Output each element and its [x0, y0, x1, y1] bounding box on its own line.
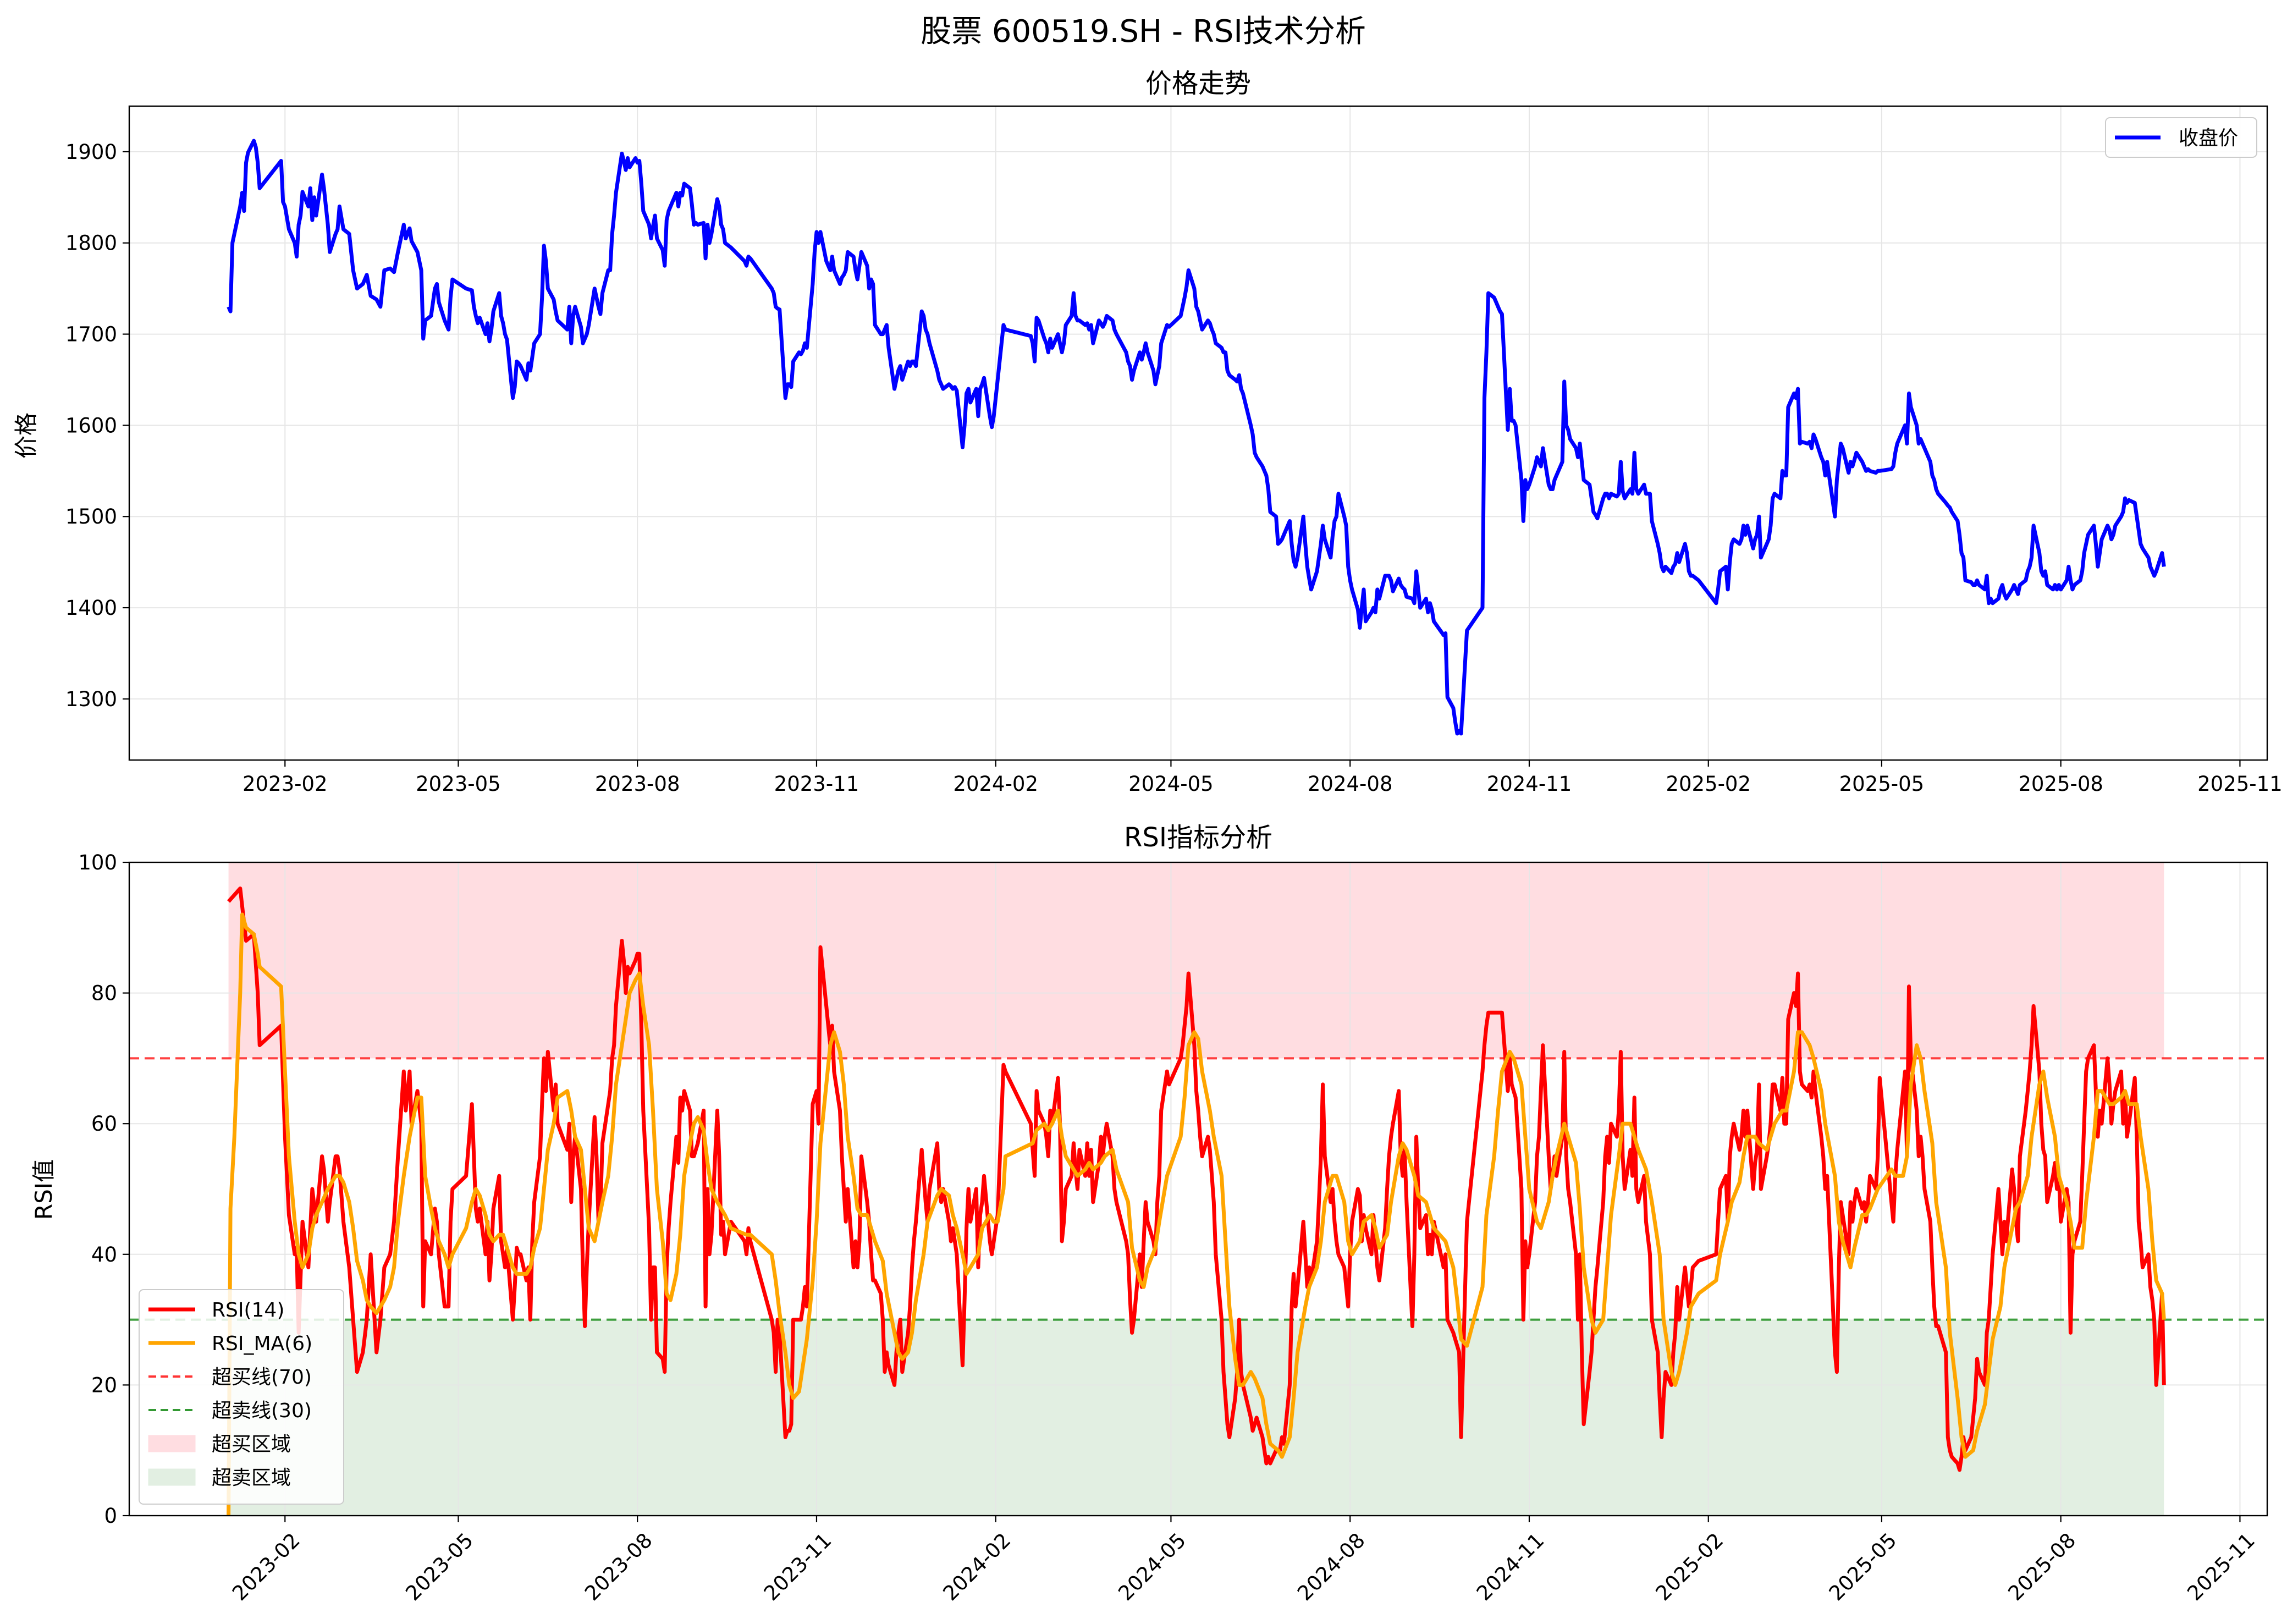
price-legend: 收盘价 [2105, 117, 2257, 158]
overbought-zone [228, 862, 2164, 1059]
rsi-x-tick-label: 2024-02 [939, 1528, 1016, 1605]
rsi-x-tick-label: 2024-11 [1472, 1528, 1549, 1605]
price-plot-frame [128, 105, 2268, 761]
price-y-axis-label: 价格 [13, 412, 40, 459]
rsi-legend-label: 超买线(70) [212, 1366, 312, 1389]
rsi-x-tick-label: 2025-11 [2183, 1528, 2260, 1605]
price-y-tick-label: 1900 [65, 140, 117, 164]
rsi-x-tick-label: 2025-08 [2004, 1528, 2081, 1605]
rsi-zones [228, 862, 2164, 1516]
rsi-legend-label: RSI_MA(6) [212, 1333, 312, 1355]
rsi-panel-title: RSI指标分析 [1124, 822, 1272, 853]
rsi-legend-label: 超卖线(30) [212, 1400, 312, 1422]
price-y-ticks: 1300 1400 1500 1600 1700 1800 1900 [65, 140, 129, 711]
rsi-plot-frame [128, 861, 2268, 1517]
rsi-legend-label: 超买区域 [212, 1433, 291, 1456]
rsi-x-tick-label: 2023-11 [759, 1528, 836, 1605]
price-x-tick-label: 2025-08 [2018, 772, 2103, 796]
oversold-zone [228, 1319, 2164, 1516]
rsi-legend-label: 超卖区域 [212, 1467, 291, 1489]
rsi-y-tick-label: 40 [91, 1243, 117, 1267]
rsi-y-tick-label: 60 [91, 1112, 117, 1136]
price-x-tick-label: 2025-02 [1666, 772, 1751, 796]
rsi-y-tick-label: 80 [91, 982, 117, 1005]
price-x-tick-label: 2024-08 [1308, 772, 1393, 796]
price-line [227, 139, 2166, 736]
price-x-tick-label: 2025-11 [2197, 772, 2283, 796]
price-panel-title: 价格走势 [1145, 68, 1251, 99]
price-y-tick-label: 1700 [65, 323, 117, 346]
price-x-tick-label: 2024-05 [1128, 772, 1214, 796]
price-grid [129, 106, 2267, 760]
price-legend-box [2105, 117, 2257, 158]
rsi-ma-line [227, 912, 2166, 1516]
price-y-tick-label: 1600 [65, 414, 117, 437]
price-y-tick-label: 1400 [65, 596, 117, 620]
price-x-tick-label: 2024-11 [1487, 772, 1572, 796]
rsi-y-ticks: 0 20 40 60 80 100 [78, 851, 129, 1528]
rsi-x-tick-label: 2025-02 [1651, 1528, 1728, 1605]
rsi-y-tick-label: 0 [104, 1504, 117, 1528]
rsi-y-tick-label: 20 [91, 1373, 117, 1397]
price-x-tick-label: 2023-02 [243, 772, 328, 796]
rsi-series [129, 887, 2267, 1516]
rsi-x-tick-label: 2024-08 [1293, 1528, 1370, 1605]
price-x-tick-label: 2025-05 [1839, 772, 1925, 796]
rsi-y-tick-label: 100 [78, 851, 117, 874]
rsi-x-tick-label: 2025-05 [1825, 1528, 1902, 1605]
price-x-tick-label: 2023-11 [774, 772, 859, 796]
rsi-legend-label: RSI(14) [212, 1299, 284, 1322]
price-panel: 价格走势 价格 2023-02 2023-05 2023-08 2023-11 2024… [13, 68, 2283, 796]
rsi-x-tick-label: 2023-02 [228, 1528, 305, 1605]
rsi-x-ticks: 2023-02 2023-05 2023-08 2023-11 2024-02 2024-… [228, 1516, 2260, 1605]
rsi-line [227, 887, 2166, 1472]
price-y-tick-label: 1500 [65, 505, 117, 529]
rsi-panel: RSI指标分析 RSI值 2023-02 2023-05 2023-08 2023-1… [30, 822, 2268, 1605]
price-legend-label: 收盘价 [2179, 127, 2238, 150]
price-x-tick-label: 2024-02 [953, 772, 1038, 796]
price-x-tick-label: 2023-08 [595, 772, 680, 796]
price-y-tick-label: 1300 [65, 687, 117, 711]
price-series [227, 139, 2166, 736]
price-y-tick-label: 1800 [65, 232, 117, 255]
rsi-y-axis-label: RSI值 [30, 1159, 57, 1220]
rsi-x-tick-label: 2023-05 [401, 1528, 478, 1605]
rsi-legend-swatch [148, 1468, 196, 1486]
rsi-x-tick-label: 2023-08 [580, 1528, 657, 1605]
figure-title: 股票 600519.SH - RSI技术分析 [921, 14, 1366, 49]
rsi-x-tick-label: 2024-05 [1114, 1528, 1191, 1605]
rsi-legend-swatch [148, 1435, 196, 1452]
price-x-tick-label: 2023-05 [416, 772, 501, 796]
price-x-ticks: 2023-02 2023-05 2023-08 2023-11 2024-02 2024-… [243, 760, 2283, 796]
